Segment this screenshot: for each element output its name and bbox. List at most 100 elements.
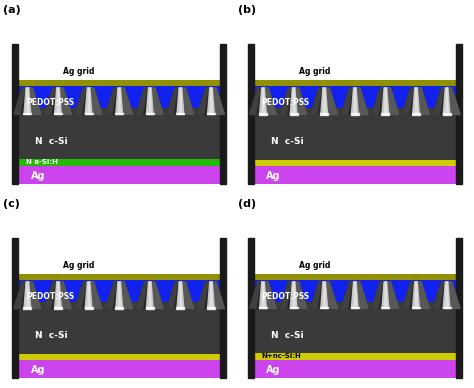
Polygon shape bbox=[212, 282, 225, 308]
Polygon shape bbox=[351, 282, 358, 308]
Polygon shape bbox=[311, 88, 337, 114]
Polygon shape bbox=[356, 88, 368, 114]
Polygon shape bbox=[207, 113, 215, 114]
Polygon shape bbox=[182, 282, 194, 308]
Polygon shape bbox=[12, 238, 18, 378]
Polygon shape bbox=[249, 88, 260, 114]
Polygon shape bbox=[85, 282, 92, 308]
Polygon shape bbox=[24, 88, 31, 114]
Polygon shape bbox=[354, 88, 356, 114]
Polygon shape bbox=[85, 88, 92, 114]
Polygon shape bbox=[106, 88, 133, 114]
Bar bbox=[248, 302, 462, 353]
Polygon shape bbox=[446, 282, 448, 308]
Polygon shape bbox=[456, 238, 462, 378]
Polygon shape bbox=[198, 282, 208, 308]
Polygon shape bbox=[180, 88, 182, 114]
Polygon shape bbox=[180, 282, 182, 308]
Polygon shape bbox=[354, 282, 356, 308]
Polygon shape bbox=[413, 88, 419, 114]
Polygon shape bbox=[14, 282, 25, 308]
Polygon shape bbox=[208, 88, 214, 114]
Polygon shape bbox=[311, 282, 337, 308]
Polygon shape bbox=[84, 113, 92, 114]
Polygon shape bbox=[167, 88, 194, 114]
Polygon shape bbox=[295, 282, 307, 308]
Bar bbox=[248, 360, 462, 378]
Polygon shape bbox=[372, 88, 399, 114]
Polygon shape bbox=[90, 282, 102, 308]
Polygon shape bbox=[149, 88, 151, 114]
Polygon shape bbox=[448, 282, 460, 308]
Polygon shape bbox=[280, 282, 307, 308]
Text: PEDOT:PSS: PEDOT:PSS bbox=[262, 292, 310, 301]
Polygon shape bbox=[249, 282, 276, 308]
Polygon shape bbox=[280, 88, 307, 114]
Polygon shape bbox=[106, 282, 133, 308]
Polygon shape bbox=[106, 88, 116, 114]
Polygon shape bbox=[402, 282, 429, 308]
Polygon shape bbox=[75, 88, 102, 114]
Polygon shape bbox=[146, 282, 153, 308]
Polygon shape bbox=[412, 113, 420, 114]
Polygon shape bbox=[448, 88, 460, 114]
Bar bbox=[248, 108, 462, 160]
Text: (a): (a) bbox=[3, 5, 20, 15]
Polygon shape bbox=[295, 88, 307, 114]
Polygon shape bbox=[382, 282, 389, 308]
Bar bbox=[248, 274, 462, 280]
Polygon shape bbox=[311, 88, 321, 114]
Bar bbox=[12, 280, 226, 302]
Polygon shape bbox=[55, 282, 61, 308]
Bar bbox=[12, 80, 226, 86]
Text: Ag grid: Ag grid bbox=[299, 261, 330, 270]
Polygon shape bbox=[137, 88, 163, 114]
Text: Ag grid: Ag grid bbox=[64, 261, 95, 270]
Text: N  c-Si: N c-Si bbox=[271, 331, 304, 340]
Polygon shape bbox=[54, 307, 62, 308]
Polygon shape bbox=[167, 282, 194, 308]
Bar bbox=[12, 302, 226, 354]
Polygon shape bbox=[320, 307, 328, 308]
Polygon shape bbox=[402, 88, 413, 114]
Polygon shape bbox=[27, 282, 29, 308]
Polygon shape bbox=[90, 88, 102, 114]
Polygon shape bbox=[433, 282, 460, 308]
Polygon shape bbox=[290, 307, 298, 308]
Text: (b): (b) bbox=[238, 5, 256, 15]
Polygon shape bbox=[321, 88, 328, 114]
Polygon shape bbox=[75, 282, 102, 308]
Polygon shape bbox=[198, 282, 225, 308]
Text: Ag grid: Ag grid bbox=[64, 67, 95, 76]
Polygon shape bbox=[385, 88, 387, 114]
Polygon shape bbox=[88, 88, 90, 114]
Polygon shape bbox=[413, 282, 419, 308]
Text: Ag grid: Ag grid bbox=[299, 67, 330, 76]
Polygon shape bbox=[115, 307, 123, 308]
Polygon shape bbox=[382, 113, 390, 114]
Polygon shape bbox=[137, 88, 147, 114]
Polygon shape bbox=[372, 88, 383, 114]
Polygon shape bbox=[182, 88, 194, 114]
Polygon shape bbox=[137, 282, 147, 308]
Polygon shape bbox=[118, 88, 121, 114]
Polygon shape bbox=[249, 88, 276, 114]
Polygon shape bbox=[417, 282, 429, 308]
Polygon shape bbox=[351, 88, 358, 114]
Text: (c): (c) bbox=[3, 199, 19, 209]
Polygon shape bbox=[212, 88, 225, 114]
Polygon shape bbox=[176, 113, 184, 114]
Polygon shape bbox=[146, 307, 154, 308]
Polygon shape bbox=[45, 282, 72, 308]
Polygon shape bbox=[24, 282, 31, 308]
Polygon shape bbox=[84, 307, 92, 308]
Polygon shape bbox=[27, 88, 29, 114]
Polygon shape bbox=[402, 282, 413, 308]
Polygon shape bbox=[433, 88, 444, 114]
Polygon shape bbox=[118, 282, 121, 308]
Polygon shape bbox=[264, 88, 276, 114]
Polygon shape bbox=[75, 282, 86, 308]
Polygon shape bbox=[198, 88, 225, 114]
Polygon shape bbox=[372, 282, 383, 308]
Polygon shape bbox=[341, 88, 368, 114]
